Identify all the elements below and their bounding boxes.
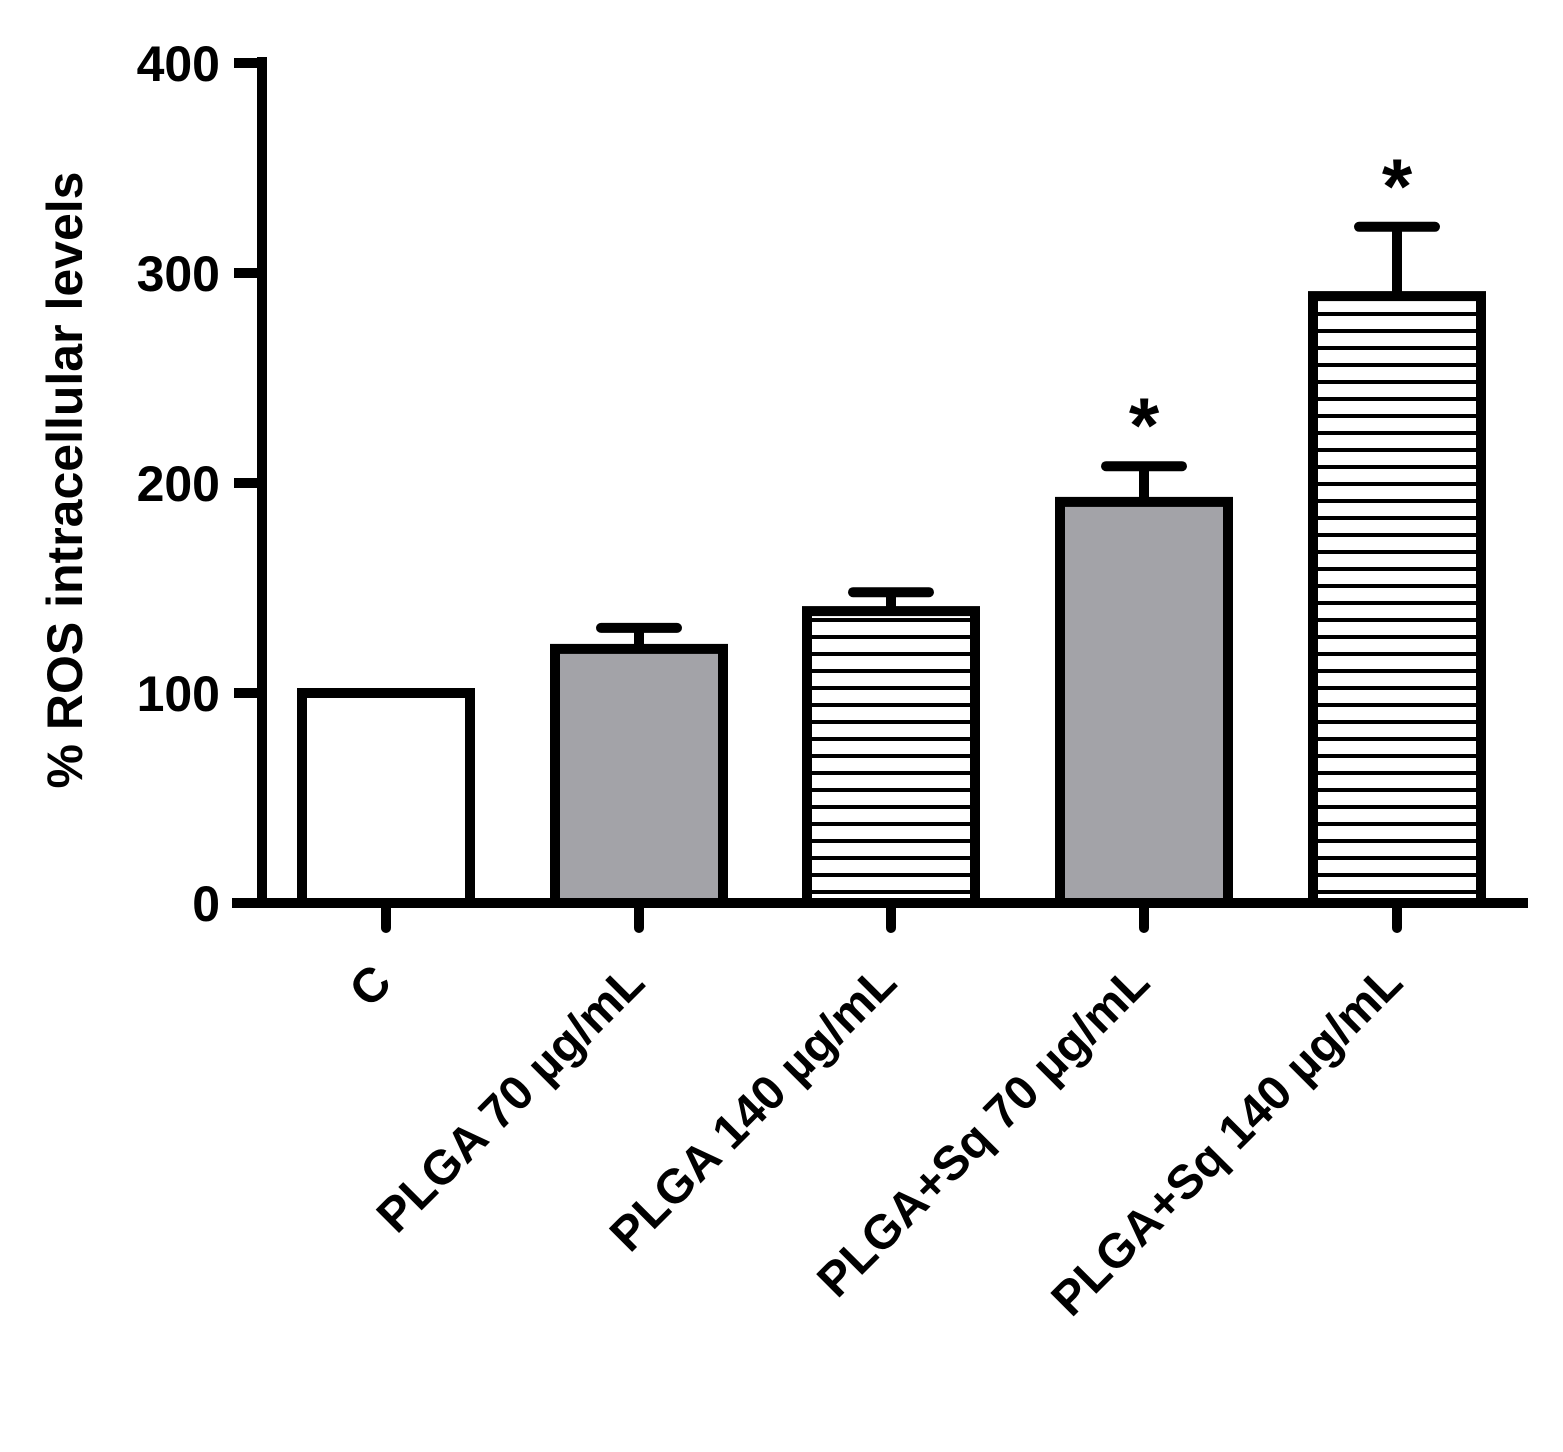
y-tick-label: 0 (192, 876, 220, 932)
category-label: C (340, 955, 402, 1017)
bar (1308, 291, 1486, 909)
y-tick-label: 100 (137, 666, 220, 722)
y-tick-label: 300 (137, 246, 220, 302)
ticks-layer: 0 100 200 300 400 (137, 36, 1402, 933)
bar (1055, 496, 1233, 908)
y-axis-label: % ROS intracellular levels (37, 172, 93, 789)
significance-marker: * (1129, 381, 1160, 469)
significance-marker: * (1382, 142, 1413, 230)
y-tick-label: 200 (137, 456, 220, 512)
bar (297, 688, 475, 908)
y-tick-label: 400 (137, 36, 220, 92)
bars-layer: ** (297, 142, 1486, 909)
category-label: PLGA 70 µg/mL (367, 955, 655, 1243)
bar (550, 643, 728, 909)
bar (802, 606, 980, 908)
